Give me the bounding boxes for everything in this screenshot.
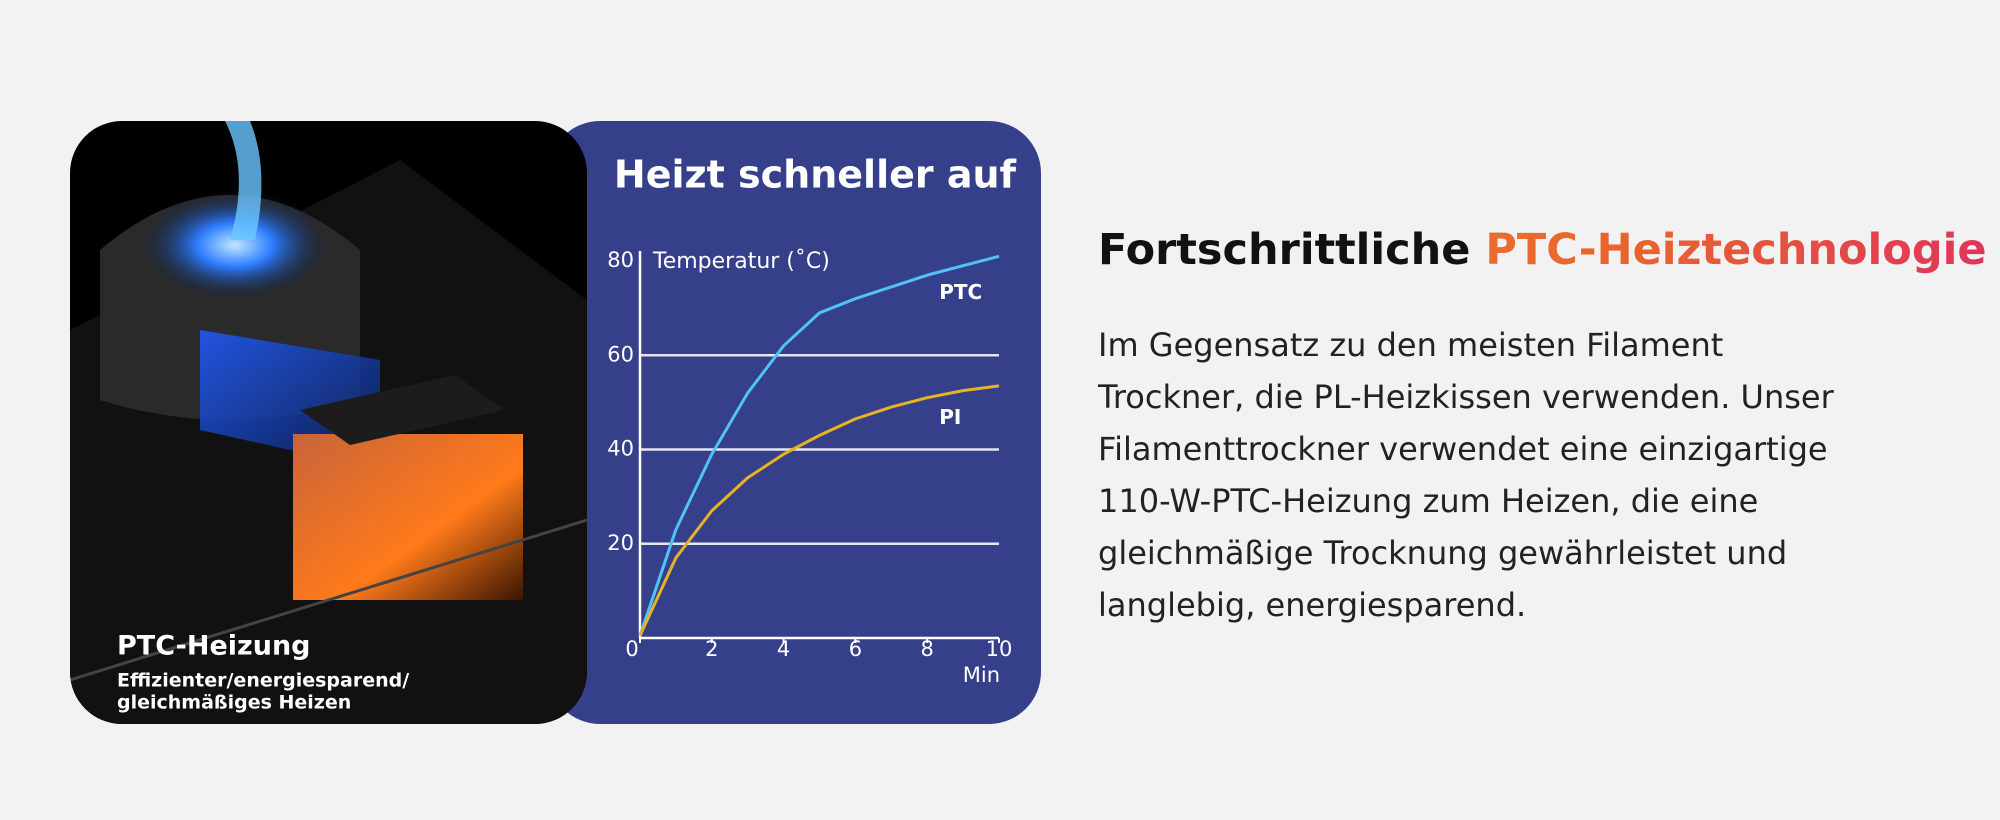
heading-highlight: PTC-Heiztechnologie xyxy=(1485,225,1986,275)
series-label: PI xyxy=(939,405,961,429)
x-tick-label: 8 xyxy=(921,637,934,661)
series-line xyxy=(638,254,1000,637)
feature-heading: Fortschrittliche PTC-Heiztechnologie xyxy=(1098,225,1987,275)
fan-glow xyxy=(140,190,330,300)
body-line: gleichmäßige Trocknung gewährleistet und xyxy=(1098,534,1787,572)
x-tick-label: 6 xyxy=(849,637,862,661)
body-line: langlebig, energiesparend. xyxy=(1098,586,1526,624)
chart-card xyxy=(548,121,1041,724)
feature-body: Im Gegensatz zu den meisten Filament Troc… xyxy=(1097,326,1835,624)
series-label: PTC xyxy=(939,280,982,304)
y-axis-label: Temperatur (˚C) xyxy=(652,249,830,274)
ptc-heater xyxy=(293,434,523,600)
heading-text: Fortschrittliche xyxy=(1098,225,1485,275)
heater-cap xyxy=(300,375,505,445)
x-tick-label: 0 xyxy=(625,637,638,661)
body-line: Im Gegensatz zu den meisten Filament xyxy=(1098,326,1723,364)
image-card xyxy=(70,121,587,724)
chart-title: Heizt schneller auf xyxy=(614,153,1017,197)
tray-rail xyxy=(70,518,587,682)
card-subtitle: Effizienter/energiesparend/ xyxy=(117,670,409,692)
x-tick-label: 4 xyxy=(777,637,790,661)
body-line: Filamenttrockner verwendet eine einzigar… xyxy=(1098,430,1828,468)
air-flow xyxy=(225,121,262,240)
y-tick-label: 60 xyxy=(607,342,634,366)
x-tick-label: 2 xyxy=(705,637,718,661)
y-tick-label: 40 xyxy=(607,437,634,461)
x-axis-label: Min xyxy=(963,663,1000,687)
y-tick-label: 80 xyxy=(607,248,634,272)
series-line xyxy=(638,384,1000,637)
body-line: 110-W-PTC-Heizung zum Heizen, die eine xyxy=(1098,482,1758,520)
y-tick-label: 20 xyxy=(607,531,634,555)
card-title: PTC-Heizung xyxy=(117,631,311,662)
card-subtitle: gleichmäßiges Heizen xyxy=(117,692,351,714)
body-line: Trockner, die PL-Heizkissen verwenden. U… xyxy=(1097,378,1835,416)
